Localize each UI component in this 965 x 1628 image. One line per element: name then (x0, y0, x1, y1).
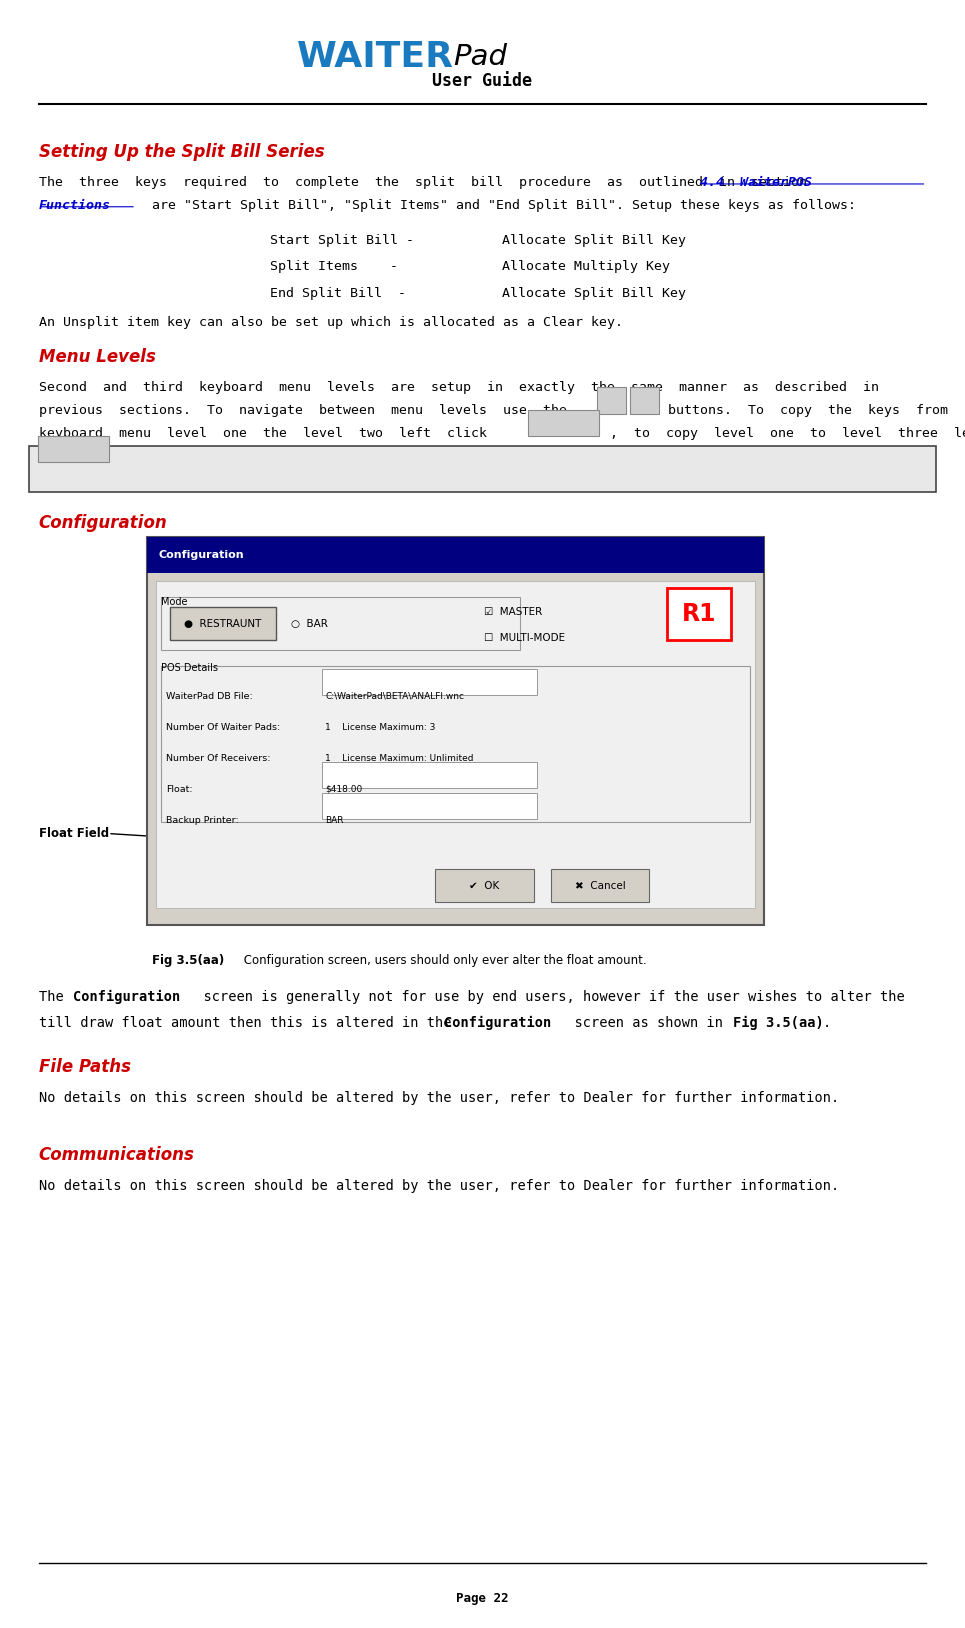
Text: Backup Printer:: Backup Printer: (166, 816, 238, 825)
Text: buttons.  To  copy  the  keys  from: buttons. To copy the keys from (668, 404, 948, 417)
Text: Menu Levels: Menu Levels (39, 348, 155, 366)
Text: ►: ► (641, 396, 648, 405)
Text: Allocate Multiply Key: Allocate Multiply Key (502, 260, 670, 274)
FancyBboxPatch shape (322, 762, 537, 788)
FancyBboxPatch shape (551, 869, 649, 902)
FancyBboxPatch shape (667, 588, 731, 640)
Text: POS Details: POS Details (161, 663, 218, 672)
FancyBboxPatch shape (161, 597, 520, 650)
Text: Functions: Functions (39, 199, 111, 212)
Text: Communications: Communications (39, 1146, 195, 1164)
Text: 3.5    SET-UP MENU: 3.5 SET-UP MENU (376, 459, 589, 479)
FancyBboxPatch shape (630, 387, 659, 414)
Text: .: . (112, 446, 120, 459)
Text: Float Field: Float Field (39, 827, 109, 840)
Text: WAITER: WAITER (296, 41, 454, 73)
Text: Configuration: Configuration (73, 990, 180, 1004)
Text: ○  BAR: ○ BAR (291, 619, 328, 628)
Text: 4.4  WaiterPOS: 4.4 WaiterPOS (700, 176, 812, 189)
Text: ●  RESTRAUNT: ● RESTRAUNT (184, 619, 262, 628)
Text: Float:: Float: (166, 785, 193, 794)
Text: ✔  OK: ✔ OK (469, 881, 500, 891)
Text: WaiterPad DB File:: WaiterPad DB File: (166, 692, 253, 702)
FancyBboxPatch shape (161, 666, 750, 822)
FancyBboxPatch shape (528, 410, 599, 436)
Text: .: . (823, 1016, 832, 1031)
FancyBboxPatch shape (29, 446, 936, 492)
Text: screen as shown in: screen as shown in (558, 1016, 731, 1031)
Text: Mode: Mode (161, 597, 187, 607)
FancyBboxPatch shape (322, 793, 537, 819)
Text: R1: R1 (682, 602, 716, 625)
Text: Configuration: Configuration (444, 1016, 551, 1031)
Text: Second  and  third  keyboard  menu  levels  are  setup  in  exactly  the  same  : Second and third keyboard menu levels ar… (39, 381, 878, 394)
FancyBboxPatch shape (170, 607, 276, 640)
Text: BAR: BAR (325, 816, 344, 825)
Text: Start Split Bill -: Start Split Bill - (270, 234, 414, 247)
FancyBboxPatch shape (435, 869, 534, 902)
Text: Allocate Split Bill Key: Allocate Split Bill Key (502, 287, 686, 300)
Text: keyboard  menu  level  one  the  level  two  left  click: keyboard menu level one the level two le… (39, 427, 486, 440)
Text: File Paths: File Paths (39, 1058, 130, 1076)
FancyBboxPatch shape (597, 387, 626, 414)
Text: 1    License Maximum: 3: 1 License Maximum: 3 (325, 723, 435, 733)
Text: The  three  keys  required  to  complete  the  split  bill  procedure  as  outli: The three keys required to complete the … (39, 176, 807, 189)
Text: till draw float amount then this is altered in the: till draw float amount then this is alte… (39, 1016, 459, 1031)
Text: Configuration: Configuration (158, 550, 244, 560)
Text: Copy 1->2: Copy 1->2 (538, 418, 590, 428)
Text: ☐  MULTI-MODE: ☐ MULTI-MODE (484, 633, 565, 643)
Text: $418.00: $418.00 (325, 785, 363, 794)
Text: End Split Bill  -: End Split Bill - (270, 287, 406, 300)
Text: C:\WaiterPad\BETA\ANALFI.wnc: C:\WaiterPad\BETA\ANALFI.wnc (325, 692, 464, 702)
Text: ☑  MASTER: ☑ MASTER (484, 607, 542, 617)
Text: Setting Up the Split Bill Series: Setting Up the Split Bill Series (39, 143, 324, 161)
Text: previous  sections.  To  navigate  between  menu  levels  use  the: previous sections. To navigate between m… (39, 404, 566, 417)
Text: The: The (39, 990, 71, 1004)
Text: Allocate Split Bill Key: Allocate Split Bill Key (502, 234, 686, 247)
Text: 1    License Maximum: Unlimited: 1 License Maximum: Unlimited (325, 754, 474, 764)
Text: Configuration screen, users should only ever alter the float amount.: Configuration screen, users should only … (240, 954, 647, 967)
Text: Split Items    -: Split Items - (270, 260, 399, 274)
Text: Page 22: Page 22 (456, 1592, 509, 1605)
Text: Configuration: Configuration (39, 514, 167, 532)
Text: Fig 3.5(aa): Fig 3.5(aa) (733, 1016, 824, 1031)
FancyBboxPatch shape (38, 436, 109, 462)
Text: screen is generally not for use by end users, however if the user wishes to alte: screen is generally not for use by end u… (187, 990, 905, 1004)
Text: An Unsplit item key can also be set up which is allocated as a Clear key.: An Unsplit item key can also be set up w… (39, 316, 622, 329)
Text: Pad: Pad (454, 42, 508, 72)
FancyBboxPatch shape (147, 537, 764, 925)
Text: ✖  Cancel: ✖ Cancel (575, 881, 625, 891)
FancyBboxPatch shape (322, 669, 537, 695)
Text: Copy 1->3: Copy 1->3 (47, 444, 99, 454)
Text: No details on this screen should be altered by the user, refer to Dealer for fur: No details on this screen should be alte… (39, 1179, 839, 1193)
Text: User Guide: User Guide (432, 72, 533, 91)
Text: ,  to  copy  level  one  to  level  three  left  click: , to copy level one to level three left … (602, 427, 965, 440)
Text: No details on this screen should be altered by the user, refer to Dealer for fur: No details on this screen should be alte… (39, 1091, 839, 1105)
Text: are "Start Split Bill", "Split Items" and "End Split Bill". Setup these keys as : are "Start Split Bill", "Split Items" an… (136, 199, 856, 212)
Text: Number Of Receivers:: Number Of Receivers: (166, 754, 270, 764)
FancyBboxPatch shape (147, 537, 764, 573)
Text: Fig 3.5(aa): Fig 3.5(aa) (152, 954, 224, 967)
Text: Number Of Waiter Pads:: Number Of Waiter Pads: (166, 723, 280, 733)
FancyBboxPatch shape (156, 581, 755, 908)
Text: ◄: ◄ (608, 396, 616, 405)
